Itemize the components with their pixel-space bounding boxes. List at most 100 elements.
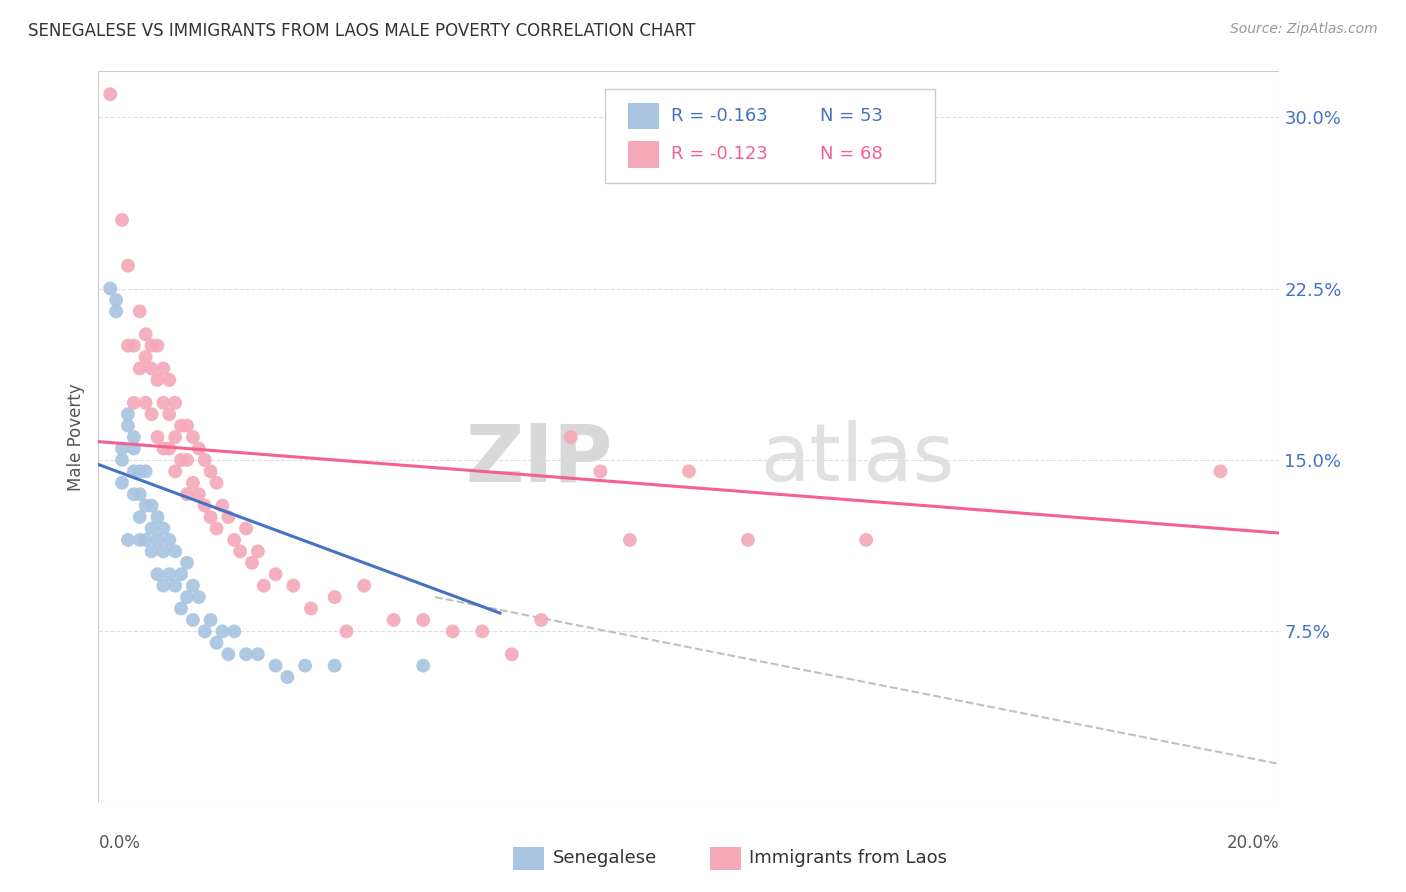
Point [1209,464,1232,478]
Point [181,475,204,490]
Text: Immigrants from Laos: Immigrants from Laos [749,849,948,867]
Point [152,544,174,558]
Point [264,658,287,673]
Point [855,533,877,547]
Point [111,475,134,490]
Point [122,487,145,501]
Point [530,613,553,627]
Point [283,579,305,593]
Point [105,293,128,307]
Point [165,430,187,444]
Point [194,499,217,513]
Point [152,579,174,593]
Point [264,567,287,582]
Point [560,430,582,444]
Point [141,407,163,421]
Text: Senegalese: Senegalese [553,849,657,867]
Point [181,579,204,593]
Point [412,658,434,673]
Point [128,304,150,318]
Point [152,396,174,410]
Point [170,601,193,615]
Point [211,499,233,513]
Point [217,510,239,524]
Text: 20.0%: 20.0% [1227,834,1279,852]
Point [157,533,180,547]
Point [205,636,228,650]
Point [146,510,169,524]
Point [619,533,641,547]
Point [246,544,269,558]
Point [181,613,204,627]
Point [135,327,157,342]
Point [176,487,198,501]
Point [353,579,375,593]
Point [678,464,700,478]
Point [294,658,316,673]
Point [128,533,150,547]
Point [441,624,464,639]
Point [128,487,150,501]
Point [589,464,612,478]
Point [170,453,193,467]
Point [98,87,121,102]
Point [170,418,193,433]
Point [205,521,228,535]
Point [246,647,269,661]
Point [187,442,209,456]
Point [128,510,150,524]
Point [152,442,174,456]
Point [141,521,163,535]
Point [117,418,139,433]
Point [141,544,163,558]
Point [335,624,357,639]
Point [176,590,198,604]
Text: Source: ZipAtlas.com: Source: ZipAtlas.com [1230,22,1378,37]
Point [200,464,222,478]
Point [323,590,346,604]
Point [135,499,157,513]
Point [146,430,169,444]
Point [135,464,157,478]
Point [176,453,198,467]
Point [152,361,174,376]
Point [471,624,494,639]
Point [98,281,121,295]
Point [117,338,139,352]
Point [117,407,139,421]
Point [135,350,157,364]
Point [200,510,222,524]
Point [412,613,434,627]
Point [135,533,157,547]
Point [176,418,198,433]
Point [253,579,276,593]
Text: N = 53: N = 53 [820,107,883,125]
Point [323,658,346,673]
Point [117,533,139,547]
Text: N = 68: N = 68 [820,145,883,163]
Point [240,556,263,570]
Point [187,590,209,604]
Point [211,624,233,639]
Point [122,430,145,444]
Point [276,670,298,684]
Text: atlas: atlas [759,420,955,498]
Point [128,361,150,376]
Point [382,613,405,627]
Point [141,499,163,513]
Point [224,624,246,639]
Text: SENEGALESE VS IMMIGRANTS FROM LAOS MALE POVERTY CORRELATION CHART: SENEGALESE VS IMMIGRANTS FROM LAOS MALE … [28,22,696,40]
Point [157,373,180,387]
Point [299,601,322,615]
Point [128,464,150,478]
Point [111,213,134,227]
Y-axis label: Male Poverty: Male Poverty [67,384,86,491]
Point [229,544,252,558]
Point [200,613,222,627]
Point [111,453,134,467]
Point [105,304,128,318]
Point [165,464,187,478]
Text: ZIP: ZIP [465,420,612,498]
Point [141,338,163,352]
Point [122,396,145,410]
